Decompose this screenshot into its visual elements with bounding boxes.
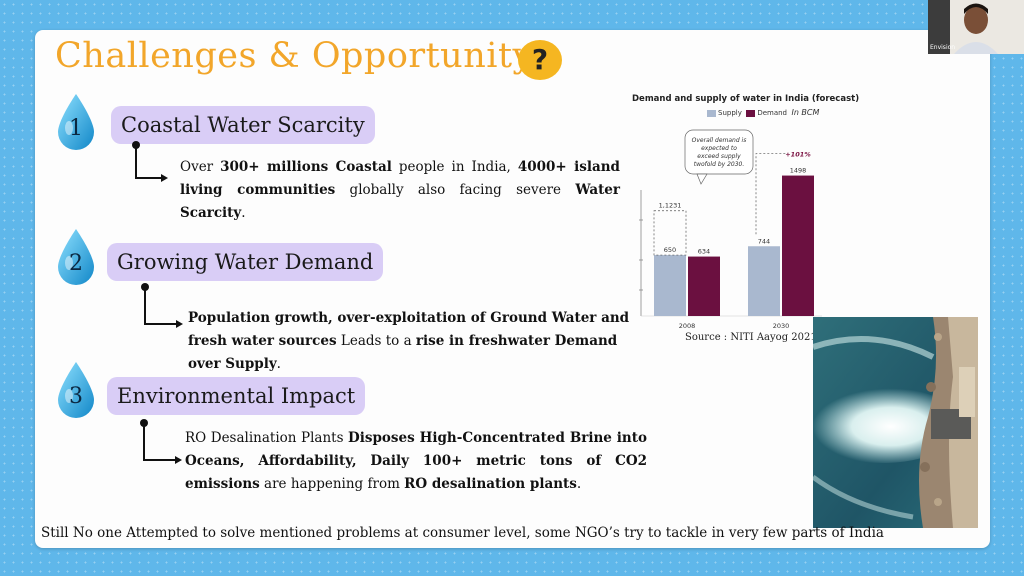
text-run: Over (180, 159, 221, 175)
bar-supply-2008 (654, 255, 686, 316)
water-drop-icon: 1 (55, 92, 97, 152)
increase-bracket (755, 153, 788, 235)
callout-bubble (684, 129, 754, 175)
text-run: Disposes High-Concentrated Brine into Oc… (185, 430, 647, 492)
data-label: 650 (664, 246, 676, 254)
section-heading-1: Coastal Water Scarcity (111, 106, 375, 144)
bar-demand-2030 (782, 175, 814, 316)
text-run: Water Scarcity (180, 182, 621, 221)
section-number: 1 (69, 116, 83, 141)
presentation-slide: Challenges & Opportunity ? 1 Coastal Wat… (35, 30, 990, 548)
x-tick-label: 2008 (679, 322, 696, 330)
connector-arrow (140, 419, 182, 464)
text-run: RO Desalination Plants (185, 430, 349, 446)
bar-demand-2008 (688, 256, 720, 316)
bar-supply-2030 (748, 246, 780, 316)
text-run: 300+ millions Coastal (220, 159, 392, 175)
section-text-3: RO Desalination Plants Disposes High-Con… (185, 427, 647, 496)
data-label: 634 (698, 248, 710, 256)
section-number: 3 (69, 384, 83, 409)
text-run: . (241, 205, 246, 221)
increase-label: +101% (785, 151, 811, 159)
section-text-1: Over 300+ millions Coastal people in Ind… (180, 156, 620, 225)
chart-source: Source : NITI Aayog 2021 (685, 332, 817, 343)
callout-text: twofold by 2030. (694, 161, 745, 168)
text-run: globally also facing severe (335, 182, 576, 198)
chart-legend: Supply Demand In BCM (707, 108, 819, 117)
legend-label-demand: Demand (757, 109, 787, 117)
chart-plot: 650 634 2008 744 1498 2030 1,1231 +101% Overall … (639, 129, 822, 330)
data-label: 1498 (790, 167, 807, 175)
participant-name: Envision (930, 44, 956, 51)
text-run: . (576, 476, 582, 492)
text-run: RO desalination plants (404, 476, 577, 492)
chart-title: Demand and supply of water in India (for… (632, 94, 860, 104)
water-drop-icon: 2 (55, 227, 97, 287)
legend-swatch-demand (746, 109, 756, 117)
text-run: people in India, (391, 159, 518, 175)
x-tick-label: 2030 (773, 322, 790, 330)
section-heading-3: Environmental Impact (107, 377, 366, 415)
text-run: Population growth, over-exploitation of … (188, 310, 630, 349)
connector-arrow (141, 283, 183, 328)
unit-label: In BCM (791, 108, 820, 117)
data-label: 744 (758, 237, 770, 245)
slide-title: Challenges & Opportunity (55, 36, 533, 76)
text-run: are happening from (259, 476, 405, 492)
callout-tail (696, 173, 708, 185)
text-run: rise in freshwater Demand over Supply (188, 333, 618, 372)
total-2008-box (653, 210, 687, 256)
section-number: 2 (69, 251, 83, 276)
callout-text: exceed supply (697, 153, 741, 160)
question-mark-icon: ? (518, 40, 562, 80)
water-demand-chart: Demand and supply of water in India (for… (627, 90, 859, 350)
text-run: 4000+ island living communities (180, 159, 620, 198)
text-run: Leads to a (336, 333, 416, 349)
callout-text: expected to (701, 145, 737, 152)
section-text-2: Population growth, over-exploitation of … (188, 307, 638, 376)
ocean-outfall-photo (813, 317, 978, 528)
legend-label-supply: Supply (718, 109, 742, 117)
legend-swatch-supply (707, 109, 716, 117)
webcam-thumbnail[interactable]: Envision (928, 0, 1024, 54)
callout-text: Overall demand is (692, 137, 747, 144)
slide-footer: Still No one Attempted to solve mentione… (41, 525, 884, 541)
connector-arrow (132, 141, 168, 182)
total-2008-label: 1,1231 (659, 202, 682, 210)
section-heading-2: Growing Water Demand (107, 243, 384, 281)
text-run: . (276, 356, 281, 372)
water-drop-icon: 3 (55, 360, 97, 420)
